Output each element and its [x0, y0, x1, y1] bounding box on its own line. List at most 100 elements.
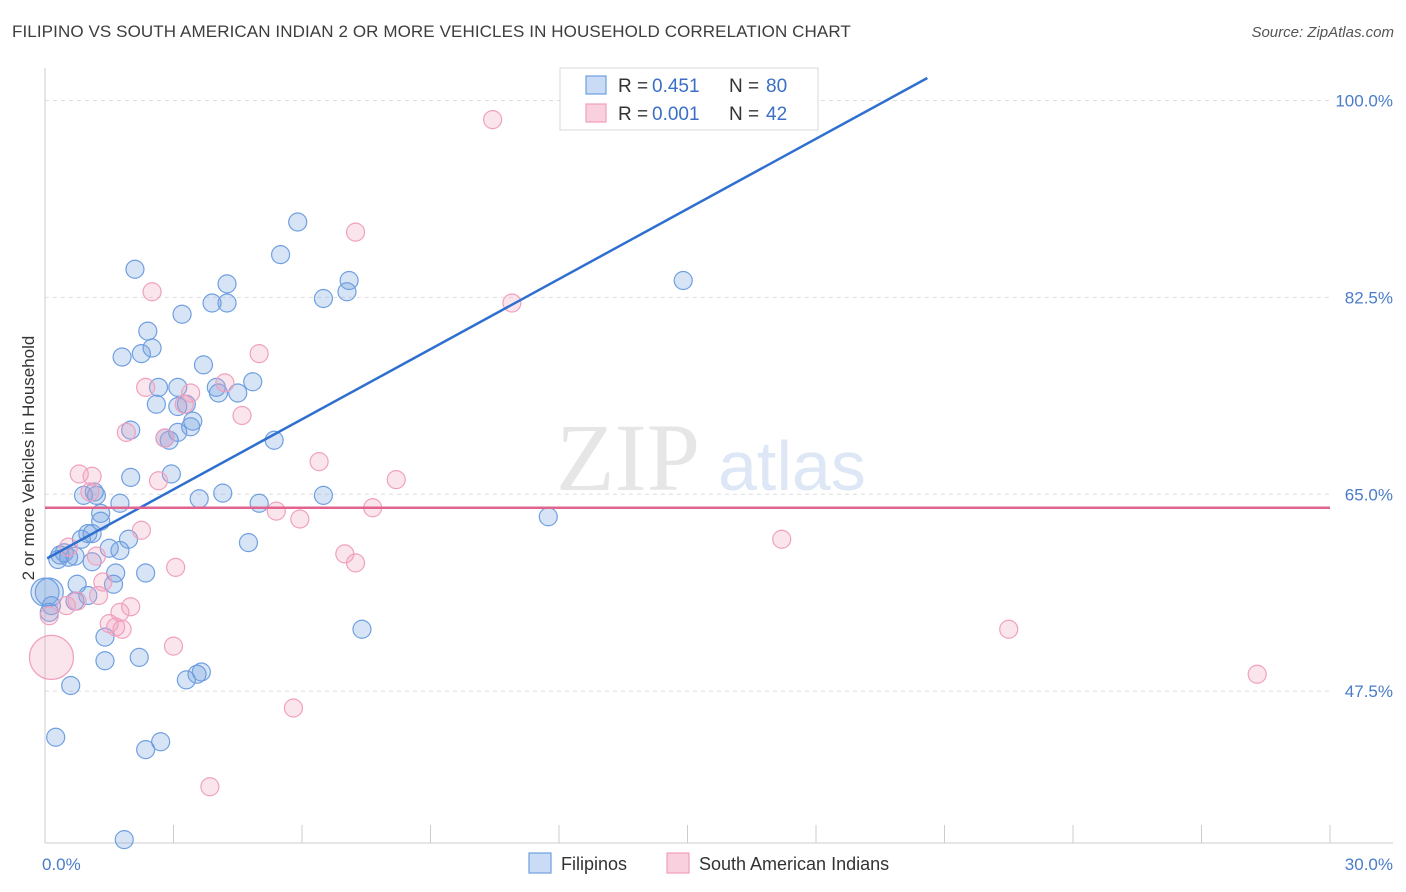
watermark-atlas: atlas	[718, 427, 866, 505]
filipino-point-72	[313, 485, 334, 505]
sai-point-1	[28, 634, 75, 680]
filipino-point-52	[176, 670, 196, 690]
filipino-point-28	[110, 493, 130, 513]
filipino-point-32	[121, 467, 141, 487]
filipino-trend-line	[46, 76, 928, 560]
filipino-point-23	[95, 651, 115, 671]
sai-point-39	[483, 110, 503, 130]
south-american-indian-points	[28, 110, 1267, 797]
south-american-indians-legend-label: South American Indians	[699, 854, 889, 874]
x-tick-label-1: 30.0%	[1345, 855, 1393, 874]
sai-point-16	[121, 597, 141, 617]
y-axis-label: 2 or more Vehicles in Household	[19, 336, 38, 581]
y-tick-label-2: 65.0%	[1345, 485, 1393, 504]
filipino-point-29	[112, 347, 132, 367]
filipino-point-34	[125, 259, 145, 279]
x-tick-label-0: 0.0%	[42, 855, 81, 874]
sai-point-23	[166, 557, 186, 577]
filipino-point-54	[183, 411, 203, 431]
chart-title: FILIPINO VS SOUTH AMERICAN INDIAN 2 OR M…	[12, 22, 851, 41]
filipino-point-21	[91, 511, 111, 531]
sai-r-label: R =	[618, 104, 648, 125]
sai-point-14	[112, 619, 132, 639]
filipino-r-value: 0.451	[652, 76, 700, 97]
filipino-n-label: N =	[729, 76, 759, 97]
filipino-point-30	[114, 830, 134, 850]
filipino-point-62	[213, 483, 233, 503]
filipino-point-73	[313, 288, 334, 309]
filipino-point-35	[129, 647, 149, 667]
sai-point-29	[249, 344, 269, 364]
series-legend: Filipinos South American Indians	[528, 852, 889, 874]
sai-point-6	[80, 482, 100, 502]
sai-point-27	[215, 373, 235, 393]
filipino-point-70	[270, 245, 291, 265]
sai-point-36	[345, 553, 366, 573]
filipino-point-65	[228, 383, 248, 403]
filipino-point-14	[78, 585, 98, 606]
filipino-r-label: R =	[618, 76, 648, 97]
filipino-point-39	[138, 321, 158, 341]
y-tick-label-1: 82.5%	[1345, 288, 1393, 307]
axes	[44, 68, 1393, 844]
filipino-point-76	[352, 619, 372, 639]
watermark-zip: ZIP	[556, 404, 700, 511]
sai-point-7	[82, 466, 102, 486]
sai-point-8	[86, 546, 107, 566]
sai-r-value: 0.001	[652, 104, 700, 125]
stats-legend: R = 0.451 N = 80 R = 0.001 N = 42	[559, 67, 819, 131]
y-tick-label-0: 100.0%	[1335, 92, 1393, 111]
filipino-point-36	[131, 344, 151, 364]
filipino-point-68	[249, 493, 269, 513]
sai-point-24	[174, 394, 194, 414]
sai-point-19	[142, 282, 162, 302]
filipino-point-41	[146, 394, 166, 414]
filipino-n-value: 80	[766, 76, 787, 97]
sai-point-25	[181, 383, 201, 403]
filipino-point-37	[136, 740, 156, 760]
filipino-point-63	[217, 293, 237, 313]
sai-n-label: N =	[729, 104, 759, 125]
filipino-point-56	[189, 489, 209, 509]
sai-point-35	[345, 222, 366, 242]
sai-point-43	[1247, 664, 1267, 684]
filipinos-legend-swatch	[528, 852, 552, 874]
trend-lines	[45, 76, 1330, 560]
sai-legend-swatch	[585, 103, 607, 123]
filipino-point-58	[193, 355, 214, 375]
sai-point-0	[39, 606, 59, 626]
filipino-point-8	[61, 675, 81, 696]
sai-point-32	[283, 698, 304, 718]
south-american-indians-legend-swatch	[666, 852, 690, 874]
sai-point-20	[148, 471, 169, 491]
sai-point-2	[56, 596, 77, 616]
filipino-point-66	[238, 533, 259, 553]
filipino-point-71	[288, 212, 308, 232]
x-tick-labels: 0.0% 30.0%	[42, 855, 1393, 874]
sai-point-18	[136, 377, 156, 397]
sai-point-13	[110, 602, 130, 622]
sai-point-41	[772, 529, 792, 549]
sai-point-26	[200, 777, 220, 797]
sai-point-22	[163, 636, 184, 656]
filipino-point-7	[58, 547, 79, 567]
sai-point-31	[290, 509, 310, 529]
filipino-point-3	[46, 727, 66, 747]
filipino-legend-swatch	[585, 75, 607, 95]
sai-point-21	[155, 428, 175, 448]
sai-point-4	[67, 591, 87, 611]
chart-source: Source: ZipAtlas.com	[1251, 24, 1394, 41]
sai-point-17	[131, 520, 151, 540]
sai-n-value: 42	[766, 104, 787, 125]
filipino-point-38	[136, 563, 156, 583]
sai-point-33	[309, 452, 329, 472]
sai-point-42	[999, 619, 1019, 639]
y-tick-labels: 100.0% 82.5% 65.0% 47.5%	[1335, 92, 1393, 702]
sai-point-15	[116, 422, 136, 442]
filipinos-legend-label: Filipinos	[561, 854, 627, 874]
sai-point-10	[93, 572, 113, 592]
sai-point-38	[386, 470, 406, 490]
filipino-point-78	[673, 270, 693, 291]
filipino-point-50	[172, 304, 192, 324]
sai-point-28	[232, 405, 252, 426]
